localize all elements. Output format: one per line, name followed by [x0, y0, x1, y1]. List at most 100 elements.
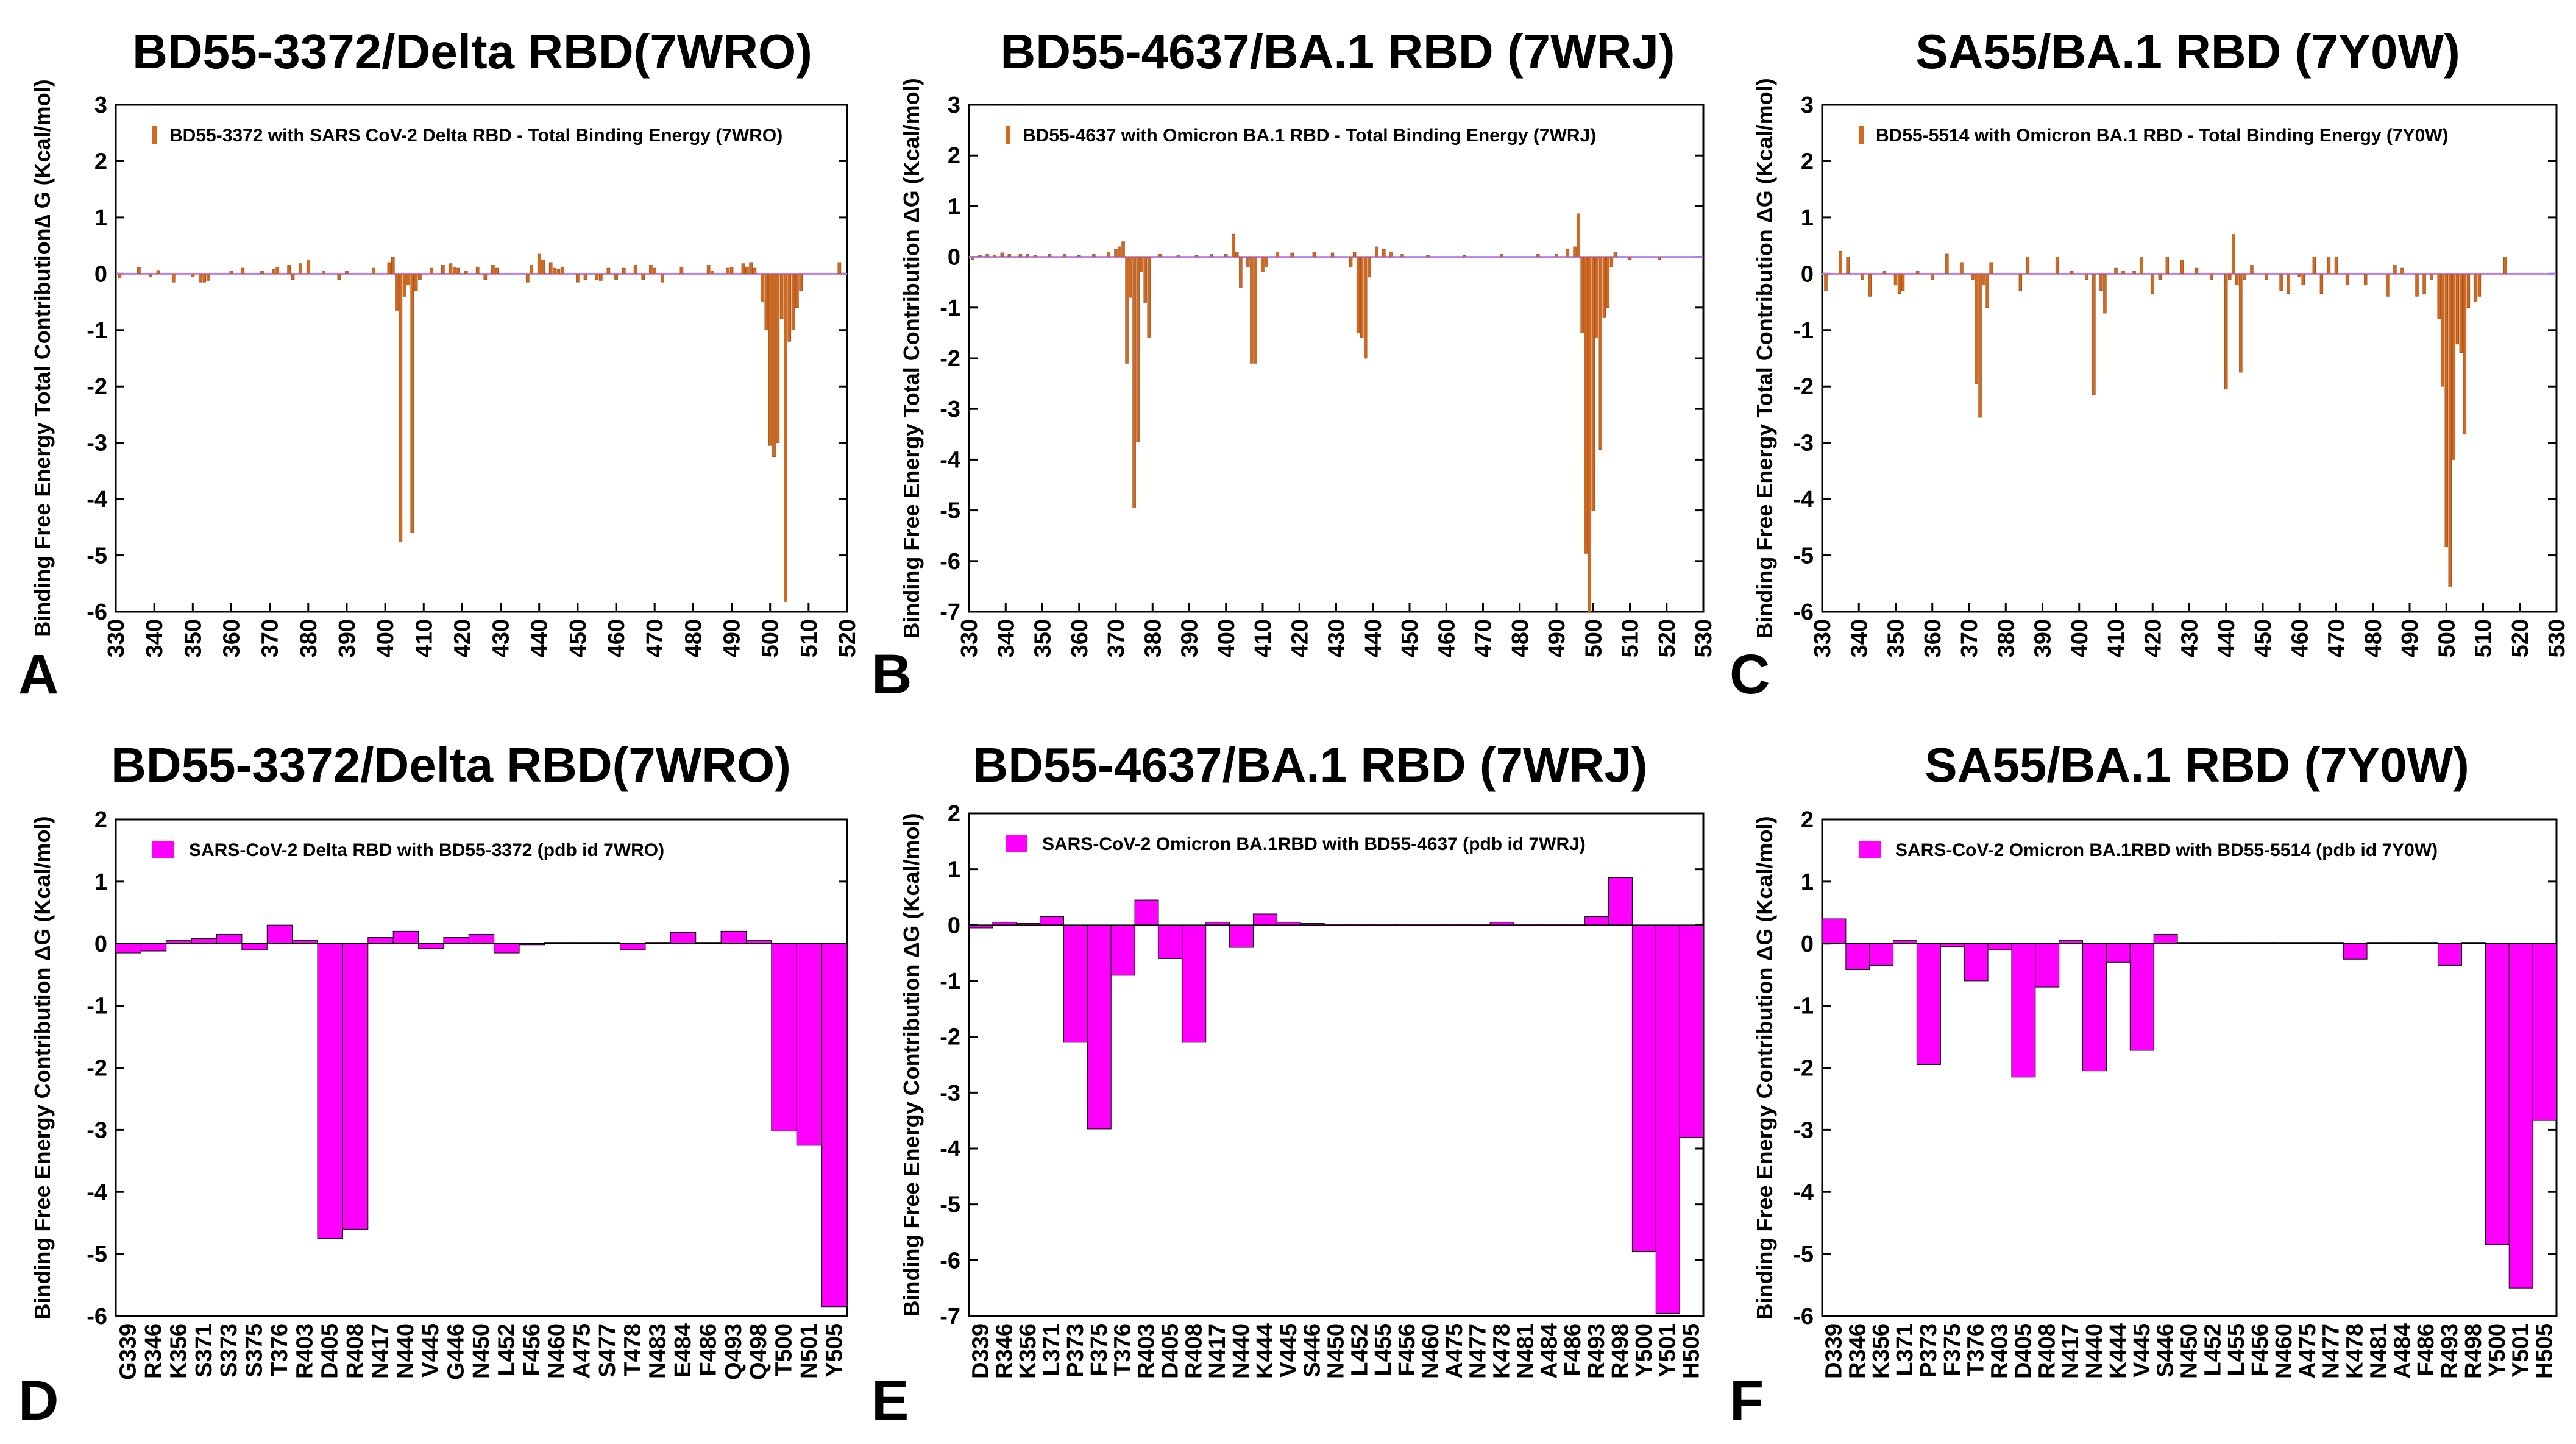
bar: [291, 274, 295, 280]
y-tick-label: 1: [94, 869, 107, 895]
x-tick-label: D339: [968, 1323, 993, 1379]
bar: [2430, 274, 2433, 280]
bar: [241, 267, 245, 274]
bar: [406, 274, 410, 286]
bar: [2386, 274, 2390, 297]
bar: [661, 274, 664, 283]
x-tick-label: N477: [1466, 1323, 1491, 1379]
bar: [2129, 943, 2154, 1051]
bar: [993, 254, 996, 257]
y-tick-label: -4: [87, 487, 107, 512]
y-tick-label: -6: [1793, 1304, 1814, 1329]
bar: [1655, 924, 1680, 1314]
bar: [2455, 274, 2460, 345]
x-tick-label: L455: [1371, 1323, 1396, 1376]
legend-swatch: [1859, 126, 1864, 144]
y-axis-label: Binding Free Energy Total Contribution∆ …: [30, 79, 55, 637]
x-tick-label: 460: [604, 619, 630, 657]
bar: [2444, 274, 2448, 547]
bar: [491, 265, 495, 274]
bar: [2055, 257, 2059, 274]
x-tick-label: T376: [1964, 1323, 1989, 1376]
x-tick-label: T500: [772, 1323, 797, 1376]
x-tick-label: A475: [2295, 1323, 2321, 1379]
bar: [1077, 255, 1081, 257]
panel-letter: A: [18, 643, 59, 706]
x-tick-label: 440: [527, 619, 553, 657]
bar: [1330, 252, 1335, 257]
bar: [260, 271, 264, 274]
bar: [2235, 274, 2239, 286]
bar: [772, 274, 776, 458]
bar: [541, 259, 545, 274]
y-tick-label: -2: [940, 1025, 960, 1050]
x-tick-label: Q493: [721, 1323, 747, 1380]
bar: [1254, 257, 1257, 364]
x-tick-label: G446: [444, 1323, 469, 1380]
bar: [1882, 271, 1887, 274]
y-tick-label: 2: [948, 143, 960, 169]
bar: [614, 274, 618, 280]
y-tick-label: -7: [940, 1304, 960, 1329]
y-tick-label: 0: [1801, 932, 1814, 957]
bar: [1916, 943, 1941, 1065]
bar: [156, 270, 160, 274]
x-tick-label: N440: [1229, 1323, 1254, 1379]
x-tick-label: K478: [2343, 1323, 2368, 1379]
legend-label: SARS-CoV-2 Omicron BA.1RBD with BD55-551…: [1895, 840, 2438, 860]
bar: [595, 274, 599, 280]
x-tick-label: S373: [216, 1323, 242, 1378]
bar: [1960, 262, 1964, 274]
x-tick-label: R408: [2034, 1323, 2060, 1379]
bar: [1224, 254, 1228, 257]
x-tick-label: 330: [104, 619, 129, 657]
bar: [1824, 274, 1828, 291]
x-tick-label: 420: [450, 619, 475, 657]
y-axis-label: Binding Free Energy Total Contribution Δ…: [899, 78, 924, 638]
x-tick-label: 480: [1508, 619, 1533, 657]
bar: [1129, 257, 1132, 298]
x-tick-label: S477: [595, 1323, 620, 1378]
x-tick-label: D405: [1157, 1323, 1183, 1379]
bar: [1978, 274, 1982, 418]
x-tick-label: F486: [2413, 1323, 2439, 1376]
y-tick-label: -5: [87, 1242, 107, 1267]
bar: [229, 271, 233, 274]
x-tick-label: A475: [1442, 1323, 1467, 1379]
bar: [1989, 262, 1993, 274]
x-tick-label: A484: [1536, 1323, 1562, 1379]
bar: [2474, 274, 2478, 302]
bar: [2477, 274, 2482, 297]
bar: [1846, 257, 1850, 274]
bar: [322, 271, 325, 274]
bar: [1628, 257, 1632, 260]
y-tick-label: -1: [940, 969, 960, 994]
bar: [191, 274, 195, 277]
bar: [149, 274, 152, 277]
bar: [1931, 274, 1934, 280]
bar: [443, 937, 469, 944]
x-tick-label: 460: [1434, 619, 1460, 657]
bar: [2232, 234, 2235, 274]
bar: [1591, 257, 1595, 511]
bar: [2224, 274, 2228, 390]
bar: [1048, 254, 1052, 257]
y-tick-label: 1: [1801, 205, 1814, 231]
y-tick-label: -6: [940, 1248, 960, 1273]
bar: [768, 274, 772, 446]
bar: [1982, 274, 1985, 286]
x-tick-label: 330: [957, 619, 982, 657]
bar: [1577, 213, 1580, 257]
bar: [287, 265, 291, 274]
bar: [2114, 267, 2118, 274]
x-tick-label: 400: [2067, 619, 2093, 657]
bar: [1176, 254, 1180, 257]
bar: [402, 274, 406, 297]
x-tick-label: S446: [2153, 1323, 2179, 1378]
bar: [367, 937, 394, 944]
bar: [1000, 252, 1004, 257]
x-tick-label: N417: [1205, 1323, 1230, 1379]
bar: [711, 271, 714, 274]
bar: [137, 266, 141, 274]
y-tick-label: 2: [1801, 149, 1814, 174]
